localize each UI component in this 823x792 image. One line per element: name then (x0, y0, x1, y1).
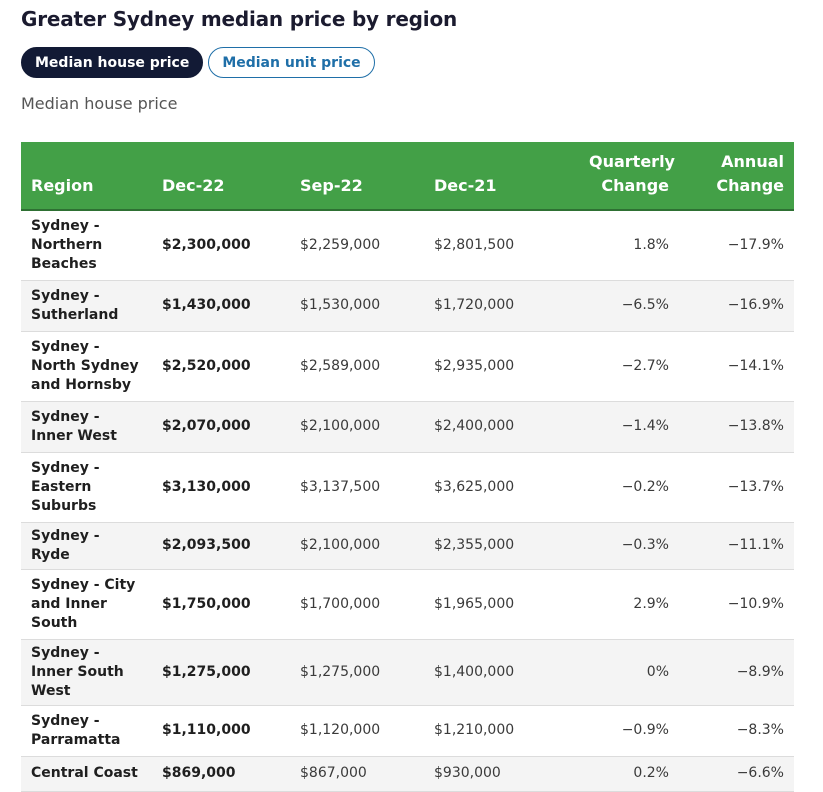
table-row: Sydney - Inner West $2,070,000 $2,100,000 $… (21, 401, 794, 453)
column-header-dec-21: Dec-21 (424, 142, 549, 211)
quarterly-change-cell: −2.7% (549, 331, 679, 402)
dec-21-cell: $2,400,000 (424, 401, 549, 453)
dec-21-cell: $1,720,000 (424, 280, 549, 332)
median-house-price-button[interactable]: Median house price (21, 47, 204, 78)
dec-21-cell: $2,355,000 (424, 522, 549, 570)
region-cell: Sydney - North Sydney and Hornsby (21, 331, 152, 402)
quarterly-change-cell: 2.9% (549, 569, 679, 640)
annual-change-cell: −10.9% (679, 569, 794, 640)
table-row: Sydney - City and Inner South $1,750,000 $… (21, 569, 794, 640)
dec-21-cell: $1,210,000 (424, 705, 549, 757)
column-header-region: Region (21, 142, 152, 211)
sep-22-cell: $2,100,000 (290, 522, 424, 570)
dec-22-cell: $1,430,000 (152, 280, 290, 332)
column-header-quarterly-change: Quarterly Change (549, 142, 679, 211)
region-cell: Sydney - Inner South West (21, 639, 152, 706)
table-subtitle: Median house price (21, 94, 178, 113)
sep-22-cell: $3,137,500 (290, 452, 424, 523)
table-row: Sydney - Parramatta $1,110,000 $1,120,000 $… (21, 705, 794, 757)
table-row: Sydney - Sutherland $1,430,000 $1,530,000 $… (21, 280, 794, 332)
annual-change-cell: −8.3% (679, 705, 794, 757)
annual-change-cell: −14.1% (679, 331, 794, 402)
dec-22-cell: $2,070,000 (152, 401, 290, 453)
region-cell: Sydney - Parramatta (21, 705, 152, 757)
quarterly-change-cell: −0.2% (549, 452, 679, 523)
annual-change-cell: −13.7% (679, 452, 794, 523)
annual-change-cell: −11.1% (679, 522, 794, 570)
column-header-annual-change: Annual Change (679, 142, 794, 211)
column-header-dec-22: Dec-22 (152, 142, 290, 211)
quarterly-change-cell: 0.2% (549, 756, 679, 792)
dec-22-cell: $1,110,000 (152, 705, 290, 757)
column-header-sep-22: Sep-22 (290, 142, 424, 211)
table-row: Central Coast $869,000 $867,000 $930,000 0.2… (21, 756, 794, 792)
annual-change-cell: −13.8% (679, 401, 794, 453)
region-cell: Central Coast (21, 756, 152, 792)
annual-change-cell: −17.9% (679, 210, 794, 281)
region-cell: Sydney - Northern Beaches (21, 210, 152, 281)
sep-22-cell: $2,589,000 (290, 331, 424, 402)
quarterly-change-cell: 0% (549, 639, 679, 706)
sep-22-cell: $867,000 (290, 756, 424, 792)
dec-22-cell: $2,093,500 (152, 522, 290, 570)
table-row: Sydney - Northern Beaches $2,300,000 $2,25… (21, 210, 794, 281)
table-row: Sydney - Eastern Suburbs $3,130,000 $3,137… (21, 452, 794, 523)
annual-change-cell: −16.9% (679, 280, 794, 332)
dec-22-cell: $869,000 (152, 756, 290, 792)
dec-21-cell: $3,625,000 (424, 452, 549, 523)
region-cell: Sydney - Sutherland (21, 280, 152, 332)
region-cell: Sydney - Inner West (21, 401, 152, 453)
dec-22-cell: $1,750,000 (152, 569, 290, 640)
sep-22-cell: $1,700,000 (290, 569, 424, 640)
table-body: Sydney - Northern Beaches $2,300,000 $2,25… (21, 210, 794, 792)
region-cell: Sydney - Ryde (21, 522, 152, 570)
quarterly-change-cell: −0.3% (549, 522, 679, 570)
dec-21-cell: $2,935,000 (424, 331, 549, 402)
dec-22-cell: $3,130,000 (152, 452, 290, 523)
sep-22-cell: $1,275,000 (290, 639, 424, 706)
quarterly-change-cell: −0.9% (549, 705, 679, 757)
quarterly-change-cell: 1.8% (549, 210, 679, 281)
dec-21-cell: $2,801,500 (424, 210, 549, 281)
page-title: Greater Sydney median price by region (21, 7, 458, 31)
sep-22-cell: $1,120,000 (290, 705, 424, 757)
price-table: Region Dec-22 Sep-22 Dec-21 Quarterly Ch… (21, 142, 794, 792)
median-unit-price-button[interactable]: Median unit price (208, 47, 375, 78)
table-row: Sydney - North Sydney and Hornsby $2,520,… (21, 331, 794, 402)
table-header-row: Region Dec-22 Sep-22 Dec-21 Quarterly Ch… (21, 142, 794, 211)
table-row: Sydney - Inner South West $1,275,000 $1,27… (21, 639, 794, 706)
region-cell: Sydney - City and Inner South (21, 569, 152, 640)
dec-21-cell: $1,400,000 (424, 639, 549, 706)
quarterly-change-cell: −1.4% (549, 401, 679, 453)
dec-22-cell: $2,300,000 (152, 210, 290, 281)
quarterly-change-cell: −6.5% (549, 280, 679, 332)
dec-21-cell: $930,000 (424, 756, 549, 792)
table-row: Sydney - Ryde $2,093,500 $2,100,000 $2,355,… (21, 522, 794, 570)
annual-change-cell: −8.9% (679, 639, 794, 706)
dec-22-cell: $1,275,000 (152, 639, 290, 706)
region-cell: Sydney - Eastern Suburbs (21, 452, 152, 523)
sep-22-cell: $1,530,000 (290, 280, 424, 332)
dec-22-cell: $2,520,000 (152, 331, 290, 402)
dec-21-cell: $1,965,000 (424, 569, 549, 640)
sep-22-cell: $2,259,000 (290, 210, 424, 281)
sep-22-cell: $2,100,000 (290, 401, 424, 453)
price-type-toggle: Median house price Median unit price (21, 47, 375, 78)
annual-change-cell: −6.6% (679, 756, 794, 792)
